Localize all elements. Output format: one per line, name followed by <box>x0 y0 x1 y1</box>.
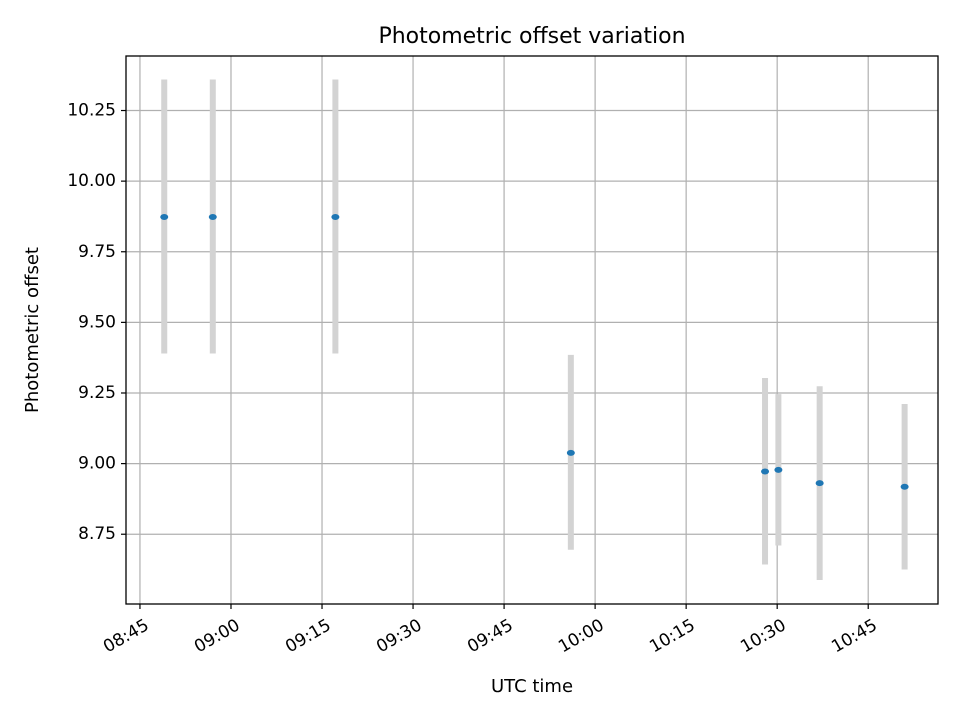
chart-title: Photometric offset variation <box>378 24 685 49</box>
y-tick-label: 9.50 <box>78 312 116 332</box>
data-point <box>331 214 340 221</box>
data-point <box>774 466 783 473</box>
data-point <box>208 214 217 221</box>
y-tick-label: 9.75 <box>78 242 116 262</box>
y-axis-label: Photometric offset <box>22 247 43 413</box>
data-point <box>761 468 770 475</box>
y-tick-label: 8.75 <box>78 524 116 544</box>
data-point <box>815 480 824 487</box>
data-point <box>566 449 575 456</box>
y-tick-label: 10.25 <box>67 101 116 121</box>
y-tick-label: 10.00 <box>67 171 116 191</box>
x-axis-label: UTC time <box>491 676 573 697</box>
y-tick-label: 9.00 <box>78 454 116 474</box>
data-point <box>160 214 169 221</box>
y-tick-label: 9.25 <box>78 383 116 403</box>
grid <box>126 56 938 604</box>
data-point <box>900 483 909 490</box>
plot-frame <box>125 55 939 605</box>
data-points <box>160 214 909 490</box>
